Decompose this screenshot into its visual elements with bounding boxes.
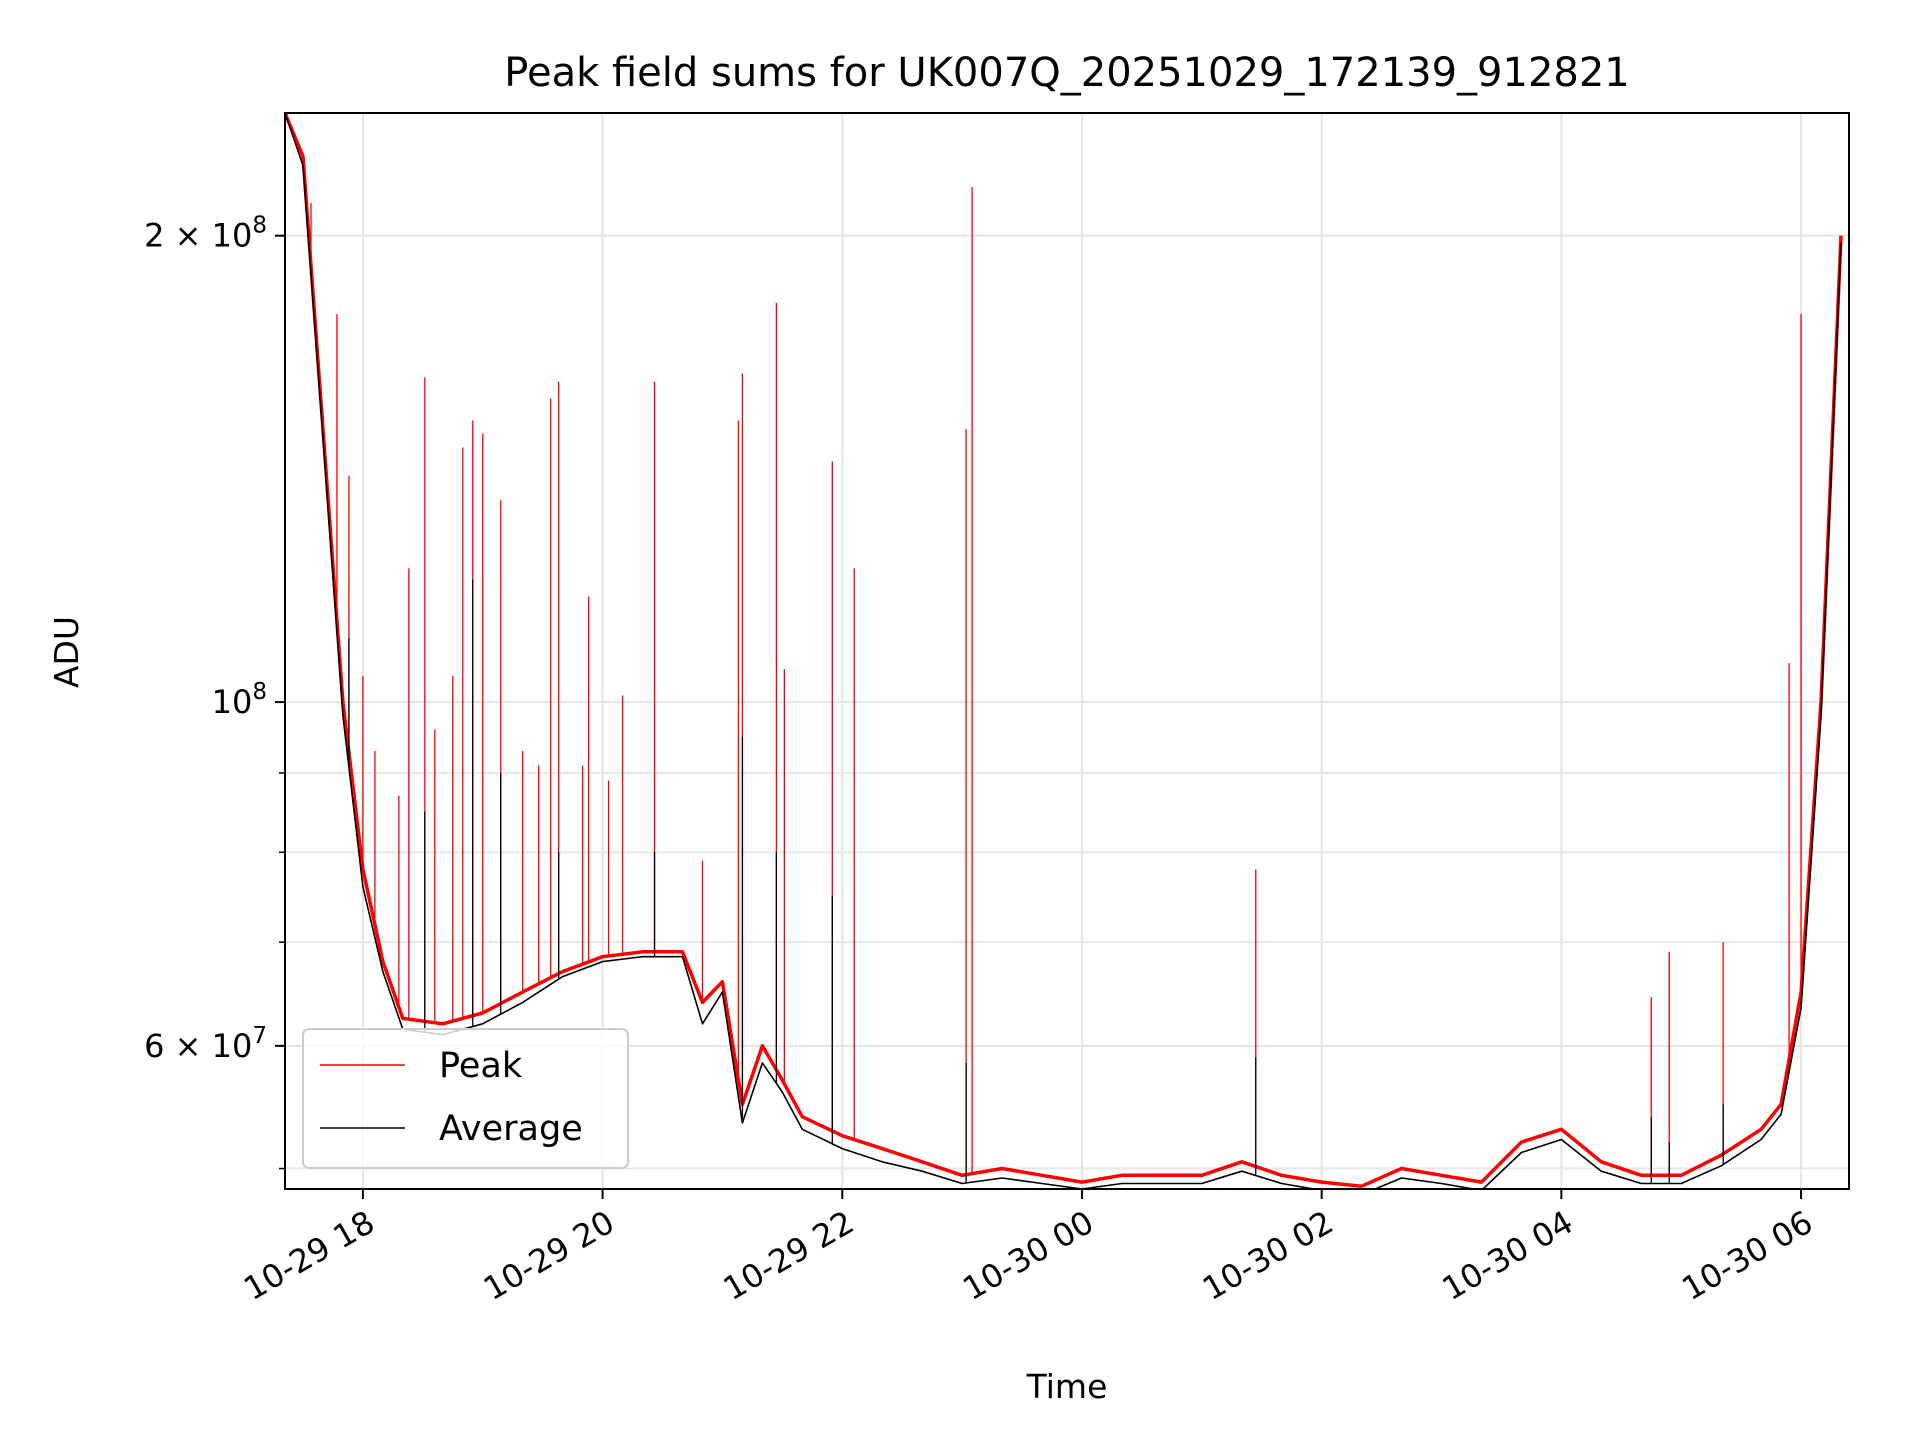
series-line-average [285,113,1842,1189]
legend-label-average: Average [439,1109,583,1149]
y-axis-label: ADU [47,616,86,688]
y-tick-label: 6 × 107 [144,1023,267,1065]
plot-frame [284,112,1850,1190]
legend: Peak Average [302,1028,629,1169]
legend-box [302,1028,629,1169]
chart-title: Peak field sums for UK007Q_20251029_1721… [504,50,1629,96]
y-tick-label: 108 [212,679,267,721]
y-axis: 2 × 108 108 6 × 107 [144,213,285,1170]
legend-label-peak: Peak [439,1046,523,1086]
y-tick-label: 2 × 108 [144,213,267,255]
plot-area [284,112,1850,1190]
series-lines [285,113,1843,1189]
x-axis-label: Time [1026,1367,1108,1406]
series-line-peak [285,113,1843,1188]
plot-background [285,113,1849,1189]
